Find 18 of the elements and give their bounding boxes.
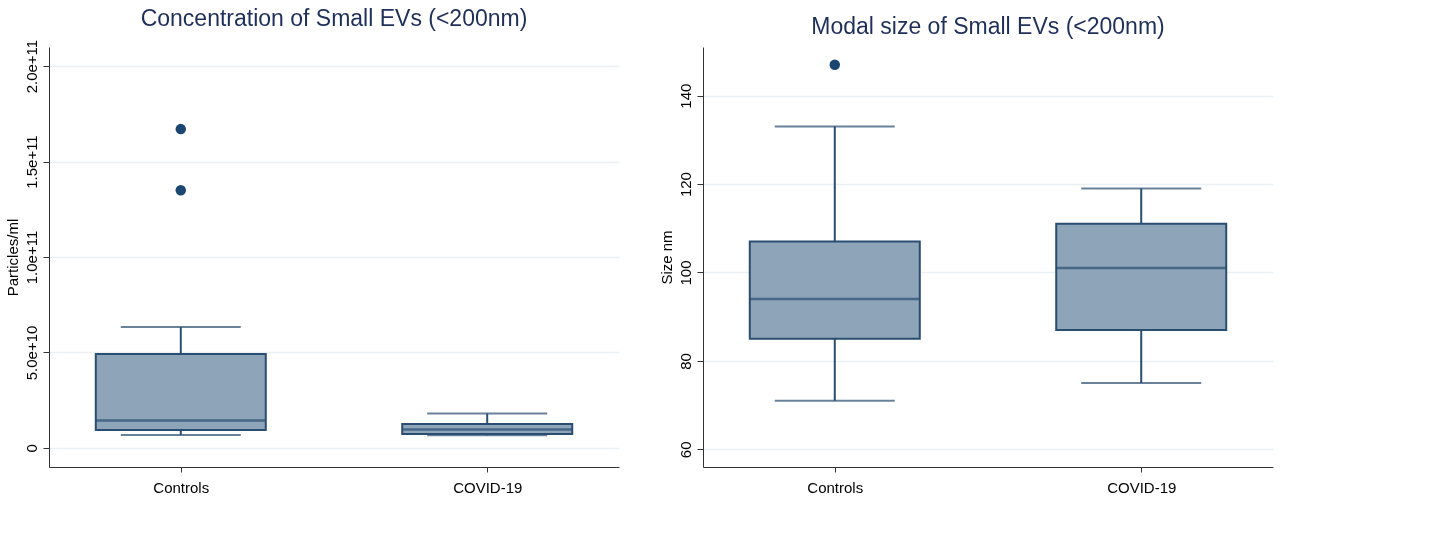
y-tick-label: 60: [676, 441, 694, 459]
y-tick-label: 0: [22, 444, 40, 453]
y-tick-label: 1.5e+11: [22, 135, 40, 189]
chart-title: Concentration of Small EVs (<200nm): [140, 5, 528, 32]
x-tick-label: COVID-19: [453, 478, 523, 496]
y-tick-label: 120: [676, 172, 694, 198]
y-axis-title: Particles/ml: [3, 218, 21, 297]
y-tick-label: 100: [676, 260, 694, 286]
y-tick-label: 5.0e+10: [22, 325, 40, 381]
y-axis-title: Size nm: [657, 230, 675, 285]
y-tick-label: 80: [676, 353, 694, 370]
chart-title: Modal size of Small EVs (<200nm): [811, 13, 1165, 39]
x-tick-label: Controls: [807, 478, 864, 496]
y-tick-label: 1.0e+11: [22, 230, 40, 285]
x-tick-label: Controls: [153, 478, 210, 496]
y-tick-label: 140: [676, 83, 694, 109]
x-tick-label: COVID-19: [1107, 478, 1177, 496]
y-tick-label: 2.0e+11: [22, 39, 40, 94]
